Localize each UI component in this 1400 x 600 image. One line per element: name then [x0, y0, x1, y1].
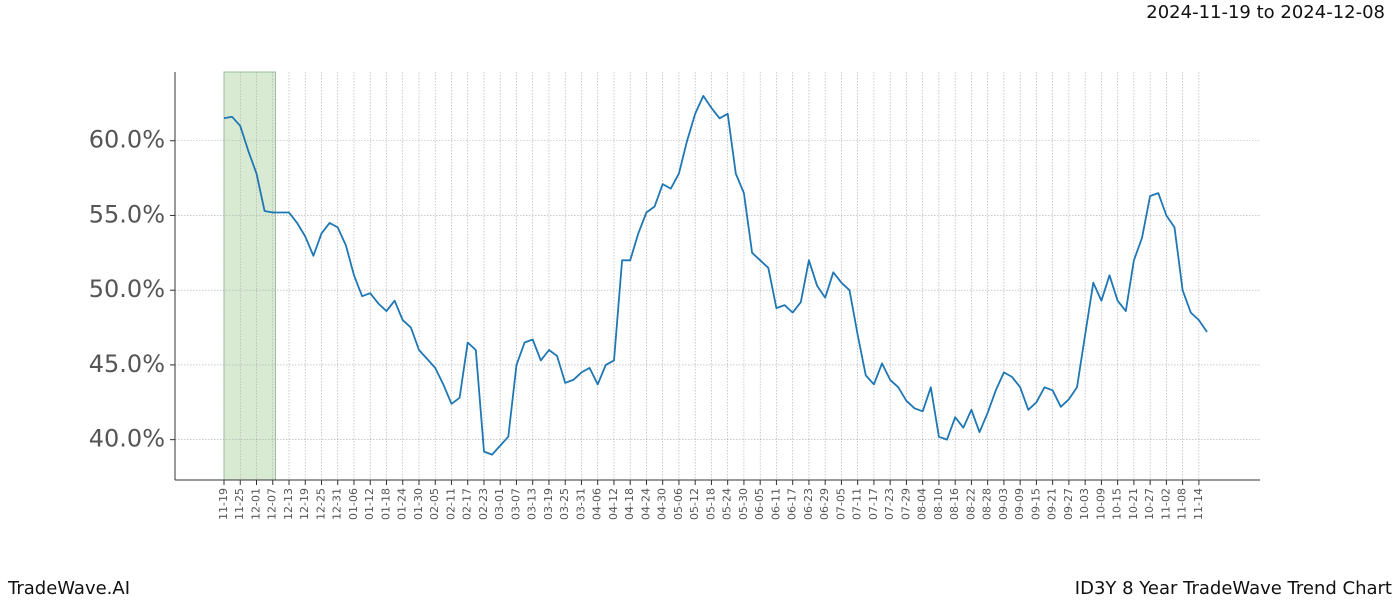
x-tick-label: 01-18 — [379, 488, 392, 520]
x-tick-label: 11-25 — [233, 488, 246, 520]
x-tick-label: 04-30 — [656, 488, 669, 520]
x-tick-label: 05-06 — [672, 488, 685, 520]
x-tick-label: 12-13 — [282, 488, 295, 520]
x-tick-label: 06-29 — [818, 488, 831, 520]
x-tick-label: 06-23 — [802, 488, 815, 520]
x-tick-label: 10-21 — [1127, 488, 1140, 520]
x-tick-label: 08-04 — [916, 488, 929, 520]
x-tick-label: 10-15 — [1111, 488, 1124, 520]
x-tick-label: 04-24 — [639, 488, 652, 520]
x-tick-label: 05-24 — [721, 488, 734, 520]
x-tick-label: 10-27 — [1143, 488, 1156, 520]
x-tick-label: 10-09 — [1094, 488, 1107, 520]
x-tick-label: 06-05 — [753, 488, 766, 520]
x-tick-label: 12-01 — [249, 488, 262, 520]
chart-title: ID3Y 8 Year TradeWave Trend Chart — [1075, 578, 1392, 599]
x-tick-label: 03-25 — [558, 488, 571, 520]
x-tick-label: 11-02 — [1159, 488, 1172, 520]
trend-line — [223, 95, 1208, 456]
x-tick-label: 07-23 — [883, 488, 896, 520]
x-tick-label: 12-19 — [298, 488, 311, 520]
x-tick-label: 03-19 — [542, 488, 555, 520]
brand: TradeWave.AI — [7, 578, 130, 599]
x-tick-label: 04-06 — [591, 488, 604, 520]
y-tick-label: 50.0% — [89, 275, 165, 303]
x-tick-label: 08-10 — [932, 488, 945, 520]
x-tick-label: 09-03 — [997, 488, 1010, 520]
x-tick-label: 09-09 — [1013, 488, 1026, 520]
x-tick-label: 05-12 — [688, 488, 701, 520]
x-tick-label: 09-21 — [1046, 488, 1059, 520]
x-tick-label: 09-15 — [1029, 488, 1042, 520]
x-tick-label: 03-31 — [574, 488, 587, 520]
x-tick-label: 10-03 — [1078, 488, 1091, 520]
highlight-span — [223, 71, 276, 481]
x-tick-label: 11-19 — [217, 488, 230, 520]
y-tick-label: 60.0% — [89, 126, 165, 154]
x-tick-label: 09-27 — [1062, 488, 1075, 520]
y-tick-label: 55.0% — [89, 200, 165, 228]
x-tick-label: 01-06 — [347, 488, 360, 520]
x-tick-label: 04-18 — [623, 488, 636, 520]
x-tick-label: 08-22 — [964, 488, 977, 520]
x-tick-label: 11-14 — [1192, 488, 1205, 520]
x-tick-label: 01-30 — [412, 488, 425, 520]
x-tick-label: 05-30 — [737, 488, 750, 520]
x-tick-label: 12-31 — [331, 488, 344, 520]
x-tick-label: 12-25 — [314, 488, 327, 520]
x-tick-label: 07-11 — [851, 488, 864, 520]
y-tick-label: 40.0% — [89, 425, 165, 453]
x-tick-label: 02-05 — [428, 488, 441, 520]
x-tick-label: 04-12 — [607, 488, 620, 520]
date-range: 2024-11-19 to 2024-12-08 — [1146, 2, 1385, 23]
x-tick-label: 01-12 — [363, 488, 376, 520]
x-tick-label: 12-07 — [266, 488, 279, 520]
x-tick-label: 08-28 — [981, 488, 994, 520]
x-tick-label: 01-24 — [396, 488, 409, 520]
x-tick-label: 06-17 — [786, 488, 799, 520]
x-tick-label: 02-11 — [444, 488, 457, 520]
x-tick-label: 03-07 — [509, 488, 522, 520]
x-tick-label: 11-08 — [1176, 488, 1189, 520]
x-tick-label: 08-16 — [948, 488, 961, 520]
x-tick-label: 03-13 — [526, 488, 539, 520]
x-tick-label: 07-29 — [899, 488, 912, 520]
x-tick-label: 03-01 — [493, 488, 506, 520]
x-tick-label: 05-18 — [704, 488, 717, 520]
x-tick-label: 02-23 — [477, 488, 490, 520]
x-tick-label: 06-11 — [769, 488, 782, 520]
x-tick-label: 02-17 — [461, 488, 474, 520]
x-tick-label: 07-05 — [834, 488, 847, 520]
y-tick-label: 45.0% — [89, 350, 165, 378]
x-tick-label: 07-17 — [867, 488, 880, 520]
